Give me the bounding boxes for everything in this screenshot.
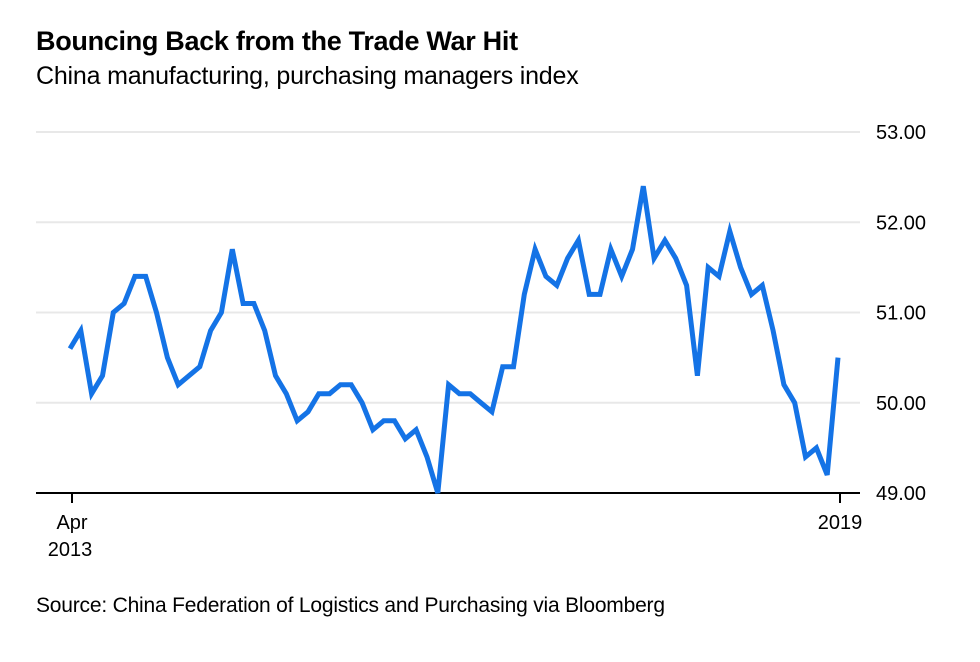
x-tick-label-year: 2013 (48, 539, 93, 561)
x-axis: Apr 2013 2019 (36, 492, 863, 561)
y-tick-label: 49.00 (876, 483, 926, 505)
y-tick-label: 50.00 (876, 393, 926, 415)
series-group (67, 185, 841, 494)
y-axis: 53.00 52.00 51.00 50.00 49.00 (876, 122, 926, 505)
x-tick-label: Apr (56, 512, 87, 534)
x-tick-label: 2019 (818, 512, 863, 534)
y-tick-label: 53.00 (876, 122, 926, 144)
pmi-series-line (67, 185, 841, 494)
y-tick-label: 52.00 (876, 212, 926, 234)
chart-subtitle: China manufacturing, purchasing managers… (36, 62, 579, 90)
gridlines (36, 131, 860, 404)
y-tick-label: 51.00 (876, 303, 926, 325)
chart-title: Bouncing Back from the Trade War Hit (36, 26, 518, 56)
source-note: Source: China Federation of Logistics an… (36, 594, 665, 617)
